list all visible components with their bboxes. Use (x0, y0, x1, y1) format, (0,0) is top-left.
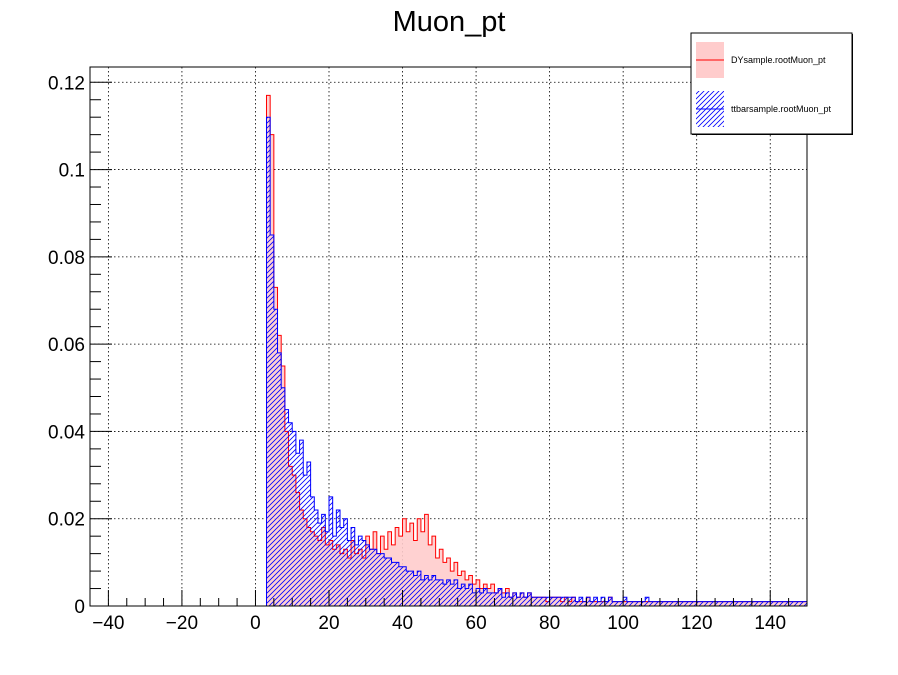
legend-label: ttbarsample.rootMuon_pt (731, 104, 832, 114)
grid-layer (90, 67, 807, 606)
x-tick-label: 60 (466, 613, 487, 634)
y-tick-label: 0.08 (48, 248, 85, 269)
x-tick-label: 120 (681, 613, 713, 634)
x-tick-label: −20 (166, 613, 198, 634)
y-tick-label: 0.02 (48, 510, 85, 531)
plot-frame (89, 66, 808, 607)
legend: DYsample.rootMuon_pt ttbarsample.rootMuon… (690, 32, 853, 135)
histogram-outline (265, 116, 808, 607)
x-tick-label: −40 (92, 613, 124, 634)
legend-entry-dysample: DYsample.rootMuon_pt (696, 42, 826, 78)
series-ttbarsample (265, 116, 808, 607)
histogram-fill (266, 117, 807, 607)
y-tick-label: 0.06 (48, 335, 85, 356)
x-tick-label: 140 (754, 613, 786, 634)
legend-entry-ttbarsample: ttbarsample.rootMuon_pt (696, 91, 832, 127)
x-tick-label: 100 (607, 613, 639, 634)
y-tick-label: 0 (74, 597, 85, 618)
chart-title: Muon_pt (393, 6, 506, 38)
x-tick-label: 40 (392, 613, 413, 634)
y-tick-label: 0.1 (59, 161, 85, 182)
axes-layer: −40 −20 0 20 40 60 80 100 120 140 0 0.02 0.04 0.06 0.0… (48, 66, 808, 634)
x-tick-label: 20 (318, 613, 339, 634)
x-tick-label: 80 (539, 613, 560, 634)
y-tick-label: 0.04 (48, 422, 85, 443)
histogram-layer (90, 94, 808, 607)
x-tick-label: 0 (250, 613, 261, 634)
y-tick-label: 0.12 (48, 73, 85, 94)
legend-label: DYsample.rootMuon_pt (731, 55, 826, 65)
